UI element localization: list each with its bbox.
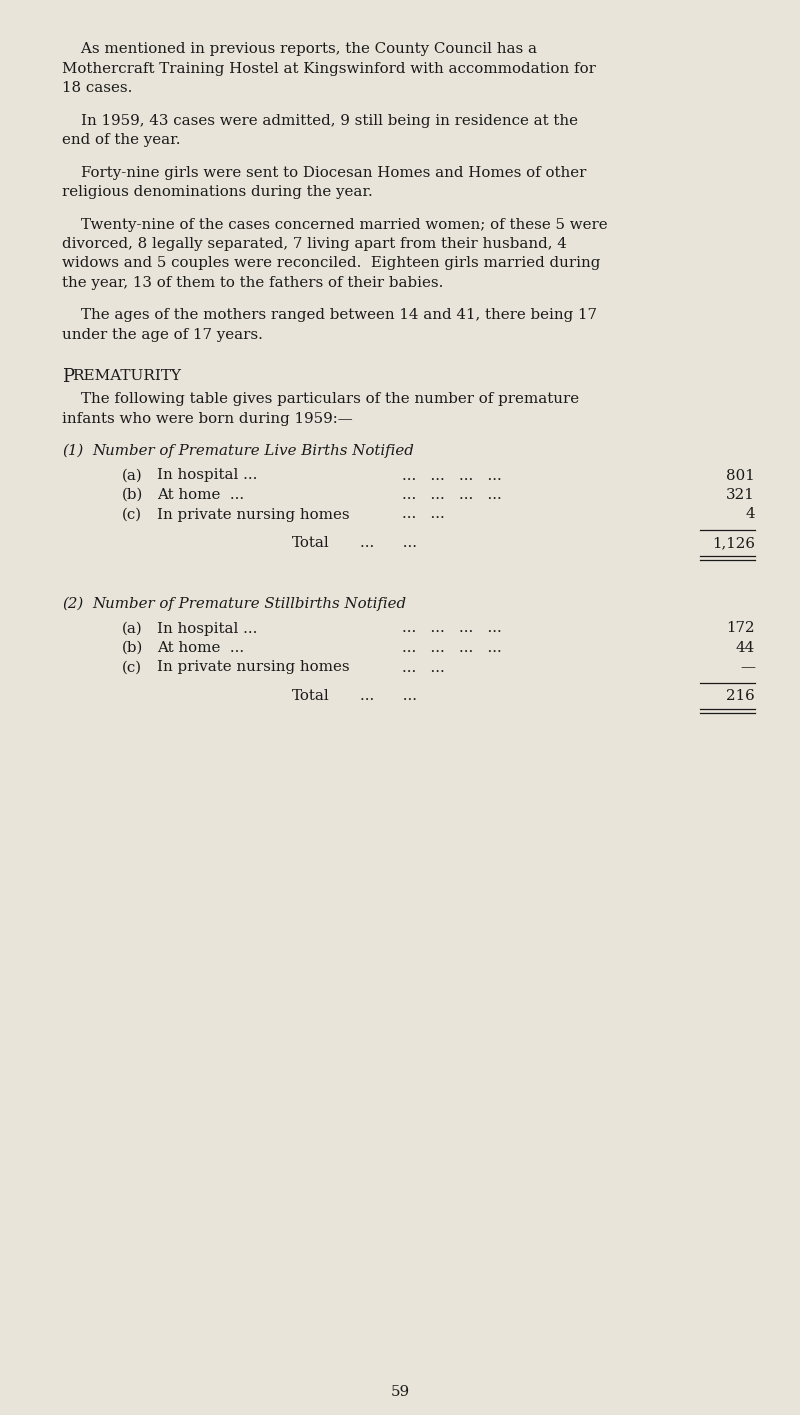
Text: widows and 5 couples were reconciled.  Eighteen girls married during: widows and 5 couples were reconciled. Ei… — [62, 256, 600, 270]
Text: under the age of 17 years.: under the age of 17 years. — [62, 328, 263, 342]
Text: At home  ...: At home ... — [157, 641, 244, 655]
Text: (2): (2) — [62, 597, 83, 611]
Text: ...   ...   ...   ...: ... ... ... ... — [402, 641, 502, 655]
Text: Number of Premature Live Births Notified: Number of Premature Live Births Notified — [92, 444, 414, 458]
Text: religious denominations during the year.: religious denominations during the year. — [62, 185, 373, 200]
Text: (b): (b) — [122, 641, 143, 655]
Text: In hospital ...: In hospital ... — [157, 621, 258, 635]
Text: Mothercraft Training Hostel at Kingswinford with accommodation for: Mothercraft Training Hostel at Kingswinf… — [62, 61, 596, 75]
Text: 44: 44 — [736, 641, 755, 655]
Text: 1,126: 1,126 — [712, 536, 755, 550]
Text: The ages of the mothers ranged between 14 and 41, there being 17: The ages of the mothers ranged between 1… — [62, 308, 597, 323]
Text: end of the year.: end of the year. — [62, 133, 181, 147]
Text: ...      ...: ... ... — [360, 689, 417, 703]
Text: Total: Total — [292, 689, 330, 703]
Text: ...      ...: ... ... — [360, 536, 417, 550]
Text: In private nursing homes: In private nursing homes — [157, 661, 350, 675]
Text: divorced, 8 legally separated, 7 living apart from their husband, 4: divorced, 8 legally separated, 7 living … — [62, 236, 567, 250]
Text: the year, 13 of them to the fathers of their babies.: the year, 13 of them to the fathers of t… — [62, 276, 443, 290]
Text: As mentioned in previous reports, the County Council has a: As mentioned in previous reports, the Co… — [62, 42, 537, 57]
Text: ...   ...   ...   ...: ... ... ... ... — [402, 468, 502, 483]
Text: In private nursing homes: In private nursing homes — [157, 508, 350, 522]
Text: (c): (c) — [122, 661, 142, 675]
Text: REMATURITY: REMATURITY — [72, 368, 181, 382]
Text: (1): (1) — [62, 444, 83, 458]
Text: ...   ...   ...   ...: ... ... ... ... — [402, 488, 502, 502]
Text: In hospital ...: In hospital ... — [157, 468, 258, 483]
Text: ...   ...: ... ... — [402, 508, 445, 522]
Text: Number of Premature Stillbirths Notified: Number of Premature Stillbirths Notified — [92, 597, 406, 611]
Text: 321: 321 — [726, 488, 755, 502]
Text: (b): (b) — [122, 488, 143, 502]
Text: (c): (c) — [122, 508, 142, 522]
Text: infants who were born during 1959:—: infants who were born during 1959:— — [62, 412, 353, 426]
Text: 4: 4 — [746, 508, 755, 522]
Text: P: P — [62, 368, 74, 386]
Text: (a): (a) — [122, 621, 142, 635]
Text: At home  ...: At home ... — [157, 488, 244, 502]
Text: 172: 172 — [726, 621, 755, 635]
Text: Forty-nine girls were sent to Diocesan Homes and Homes of other: Forty-nine girls were sent to Diocesan H… — [62, 166, 586, 180]
Text: 18 cases.: 18 cases. — [62, 81, 132, 95]
Text: Total: Total — [292, 536, 330, 550]
Text: The following table gives particulars of the number of premature: The following table gives particulars of… — [62, 392, 579, 406]
Text: 59: 59 — [390, 1385, 410, 1399]
Text: 801: 801 — [726, 468, 755, 483]
Text: ...   ...   ...   ...: ... ... ... ... — [402, 621, 502, 635]
Text: 216: 216 — [726, 689, 755, 703]
Text: (a): (a) — [122, 468, 142, 483]
Text: Twenty-nine of the cases concerned married women; of these 5 were: Twenty-nine of the cases concerned marri… — [62, 218, 608, 232]
Text: —: — — [740, 661, 755, 675]
Text: In 1959, 43 cases were admitted, 9 still being in residence at the: In 1959, 43 cases were admitted, 9 still… — [62, 113, 578, 127]
Text: ...   ...: ... ... — [402, 661, 445, 675]
